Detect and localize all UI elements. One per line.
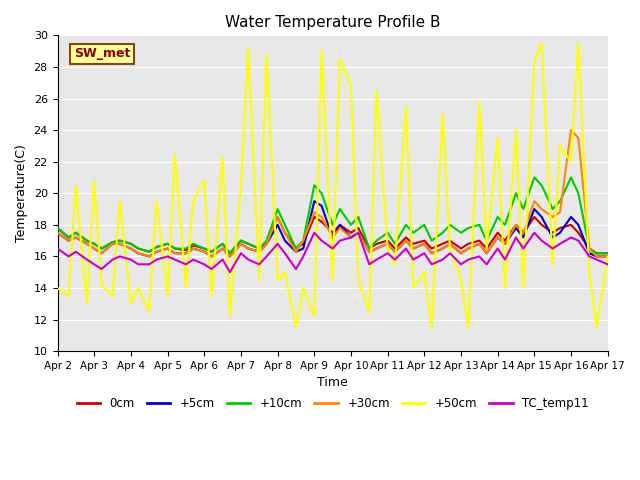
Legend: 0cm, +5cm, +10cm, +30cm, +50cm, TC_temp11: 0cm, +5cm, +10cm, +30cm, +50cm, TC_temp1… — [72, 392, 593, 415]
Y-axis label: Temperature(C): Temperature(C) — [15, 144, 28, 242]
X-axis label: Time: Time — [317, 376, 348, 389]
Title: Water Temperature Profile B: Water Temperature Profile B — [225, 15, 440, 30]
Text: SW_met: SW_met — [74, 48, 131, 60]
